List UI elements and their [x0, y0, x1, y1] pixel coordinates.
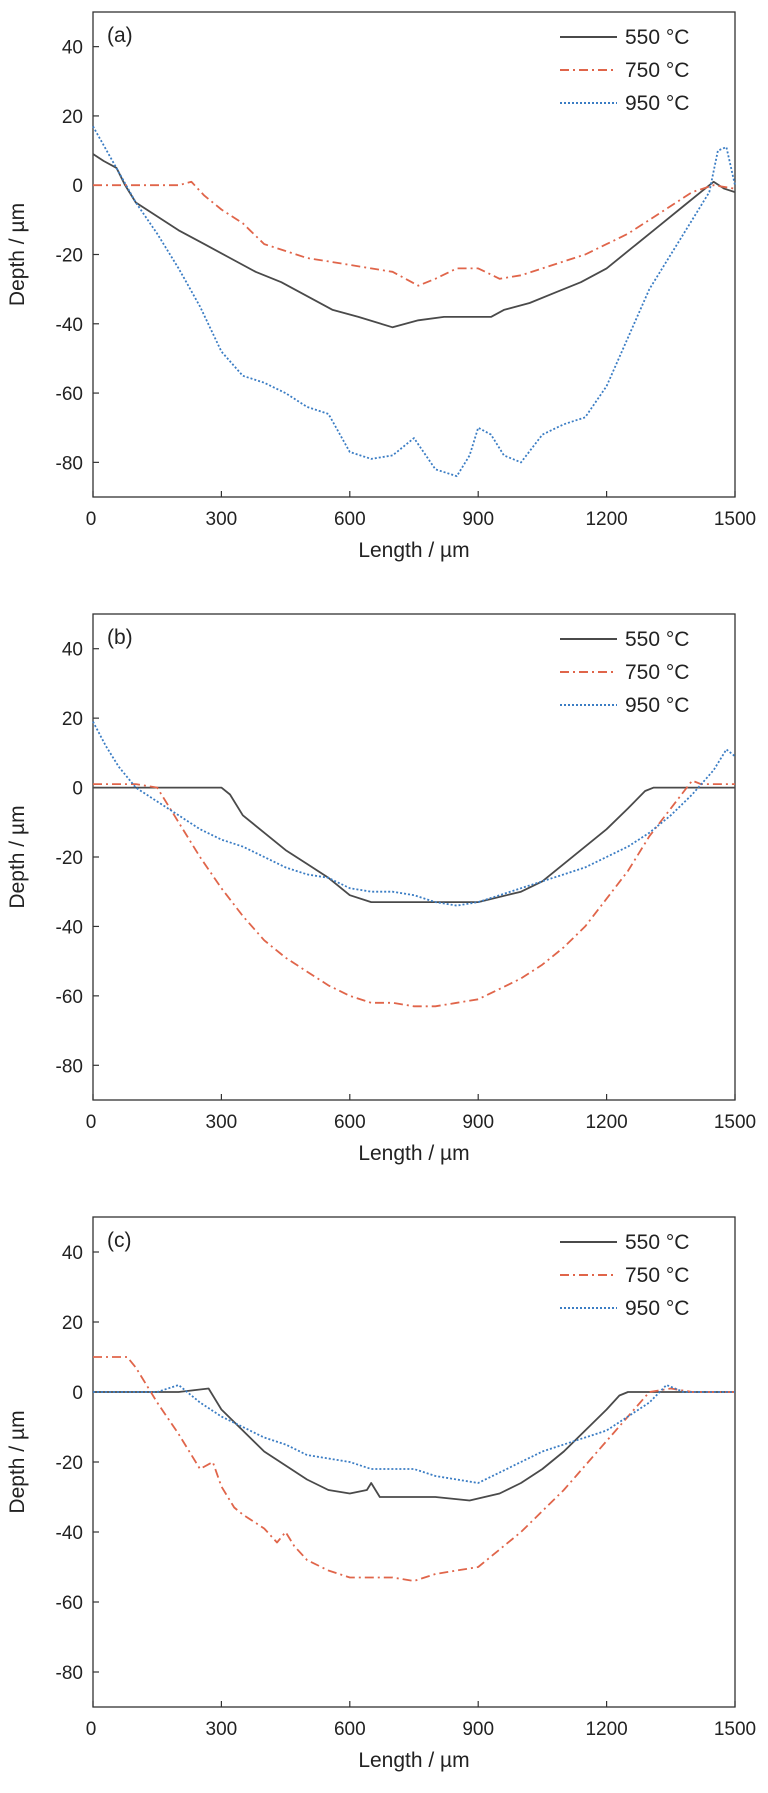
series-line	[93, 1387, 735, 1502]
legend-label: 950 °C	[625, 92, 689, 115]
x-tick-label: 600	[334, 509, 366, 530]
x-tick-label: 0	[86, 509, 97, 530]
x-tick-label: 1200	[585, 1112, 627, 1133]
x-axis-label: Length / µm	[358, 539, 469, 562]
y-tick-label: -80	[56, 453, 83, 474]
x-tick-label: 1500	[714, 509, 756, 530]
plot-frame	[92, 613, 736, 1101]
legend-label: 750 °C	[625, 661, 689, 684]
y-tick-label: -20	[56, 246, 83, 267]
x-tick-label: 1200	[585, 509, 627, 530]
y-tick-label: 0	[72, 1383, 83, 1404]
y-axis-label: Depth / µm	[6, 805, 29, 908]
y-tick-label: 40	[62, 38, 83, 59]
legend-label: 550 °C	[625, 628, 689, 651]
legend-label: 950 °C	[625, 1297, 689, 1320]
y-tick-label: -40	[56, 315, 83, 336]
y-tick-label: -60	[56, 384, 83, 405]
y-tick-label: 0	[72, 779, 83, 800]
plot-frame	[92, 1216, 736, 1708]
series-line	[93, 1356, 735, 1582]
chart-panel: 0 300 600 900 1200 1500 40 20 0 -20 -40 -60 -80 Lengt…	[6, 1216, 756, 1772]
x-tick-label: 600	[334, 1719, 366, 1740]
x-tick-label: 1500	[714, 1719, 756, 1740]
x-tick-label: 300	[206, 1112, 238, 1133]
x-tick-label: 900	[462, 509, 494, 530]
x-tick-label: 900	[462, 1719, 494, 1740]
panel-label: (c)	[107, 1229, 132, 1252]
y-tick-label: -80	[56, 1663, 83, 1684]
x-tick-label: 600	[334, 1112, 366, 1133]
x-tick-label: 1200	[585, 1719, 627, 1740]
y-axis-label: Depth / µm	[6, 203, 29, 306]
series-line	[92, 153, 736, 329]
x-tick-label: 0	[86, 1112, 97, 1133]
x-axis-label: Length / µm	[358, 1142, 469, 1165]
series-line	[93, 180, 736, 287]
y-tick-label: 40	[62, 640, 83, 661]
chart-panel: 0 300 600 900 1200 1500 40 20 0 -20 -40 -60 -80 Lengt…	[6, 613, 756, 1165]
y-tick-label: -20	[56, 1453, 83, 1474]
chart-panel: 0 300 600 900 1200 1500 40 20 0 -20 -40 -60 -80 Lengt…	[6, 11, 756, 562]
y-tick-label: 20	[62, 1313, 83, 1334]
y-tick-label: 20	[62, 709, 83, 730]
x-tick-label: 1500	[714, 1112, 756, 1133]
x-tick-label: 300	[206, 1719, 238, 1740]
x-tick-label: 300	[206, 509, 238, 530]
panel-label: (a)	[107, 24, 133, 47]
series-line	[93, 786, 735, 903]
series-line	[92, 125, 736, 478]
panel-label: (b)	[107, 626, 133, 649]
x-axis-label: Length / µm	[358, 1749, 469, 1772]
y-tick-label: -60	[56, 987, 83, 1008]
legend-label: 950 °C	[625, 694, 689, 717]
y-axis-label: Depth / µm	[6, 1410, 29, 1513]
y-tick-label: -80	[56, 1056, 83, 1077]
y-tick-label: -20	[56, 848, 83, 869]
y-tick-label: 20	[62, 107, 83, 128]
x-tick-label: 0	[86, 1719, 97, 1740]
y-tick-label: 40	[62, 1243, 83, 1264]
y-tick-label: -40	[56, 917, 83, 938]
legend-label: 550 °C	[625, 1231, 689, 1254]
legend-label: 750 °C	[625, 59, 689, 82]
series-line	[93, 779, 735, 1008]
y-tick-label: -60	[56, 1593, 83, 1614]
series-line	[93, 1384, 735, 1484]
plot-frame	[92, 11, 736, 498]
x-tick-label: 900	[462, 1112, 494, 1133]
y-tick-label: 0	[72, 176, 83, 197]
legend-label: 550 °C	[625, 26, 689, 49]
legend-label: 750 °C	[625, 1264, 689, 1287]
series-line	[92, 721, 736, 907]
y-tick-label: -40	[56, 1523, 83, 1544]
